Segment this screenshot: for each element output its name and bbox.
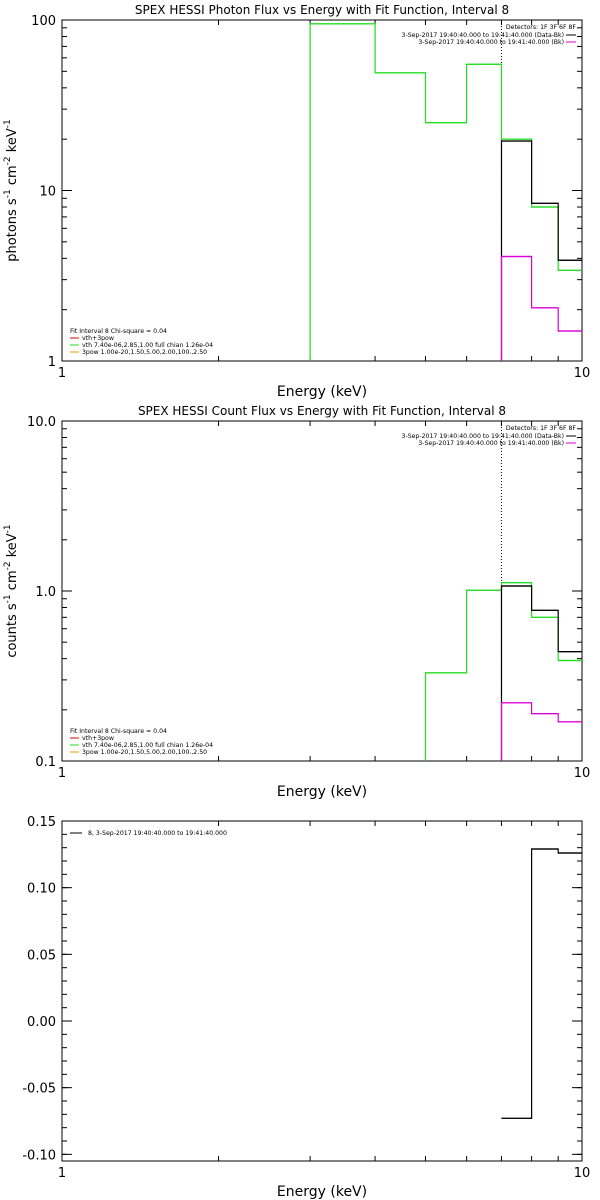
x-tick-label: 1 [58, 1166, 66, 1181]
legend-header: Fit Interval 8 Chi-square = 0.04 [70, 328, 167, 335]
chart-panel-3: 1 10 Energy (keV) 0.15 0.10 0.05 0.00 -0.05 -0.1… [22, 815, 590, 1200]
y-axis-label: counts s-1 cm-2 keV-1 [3, 524, 20, 657]
legend-header: Fit Interval 8 Chi-square = 0.04 [70, 728, 167, 735]
legend-entry: vth+3pow [82, 335, 114, 342]
x-tick-label: 1 [58, 766, 66, 781]
y-label-exponent: -1 [3, 524, 13, 533]
y-tick-label: 0.1 [35, 755, 56, 770]
y-label-part: keV [5, 128, 20, 156]
series-line [500, 140, 582, 361]
x-tick-label: 10 [574, 766, 591, 781]
y-tick-label: 0.00 [27, 1015, 56, 1030]
y-label-part: photons s [5, 198, 20, 262]
series-3 [500, 702, 582, 761]
y-axis-label: photons s-1 cm-2 keV-1 [3, 119, 20, 261]
y-tick-label: 10 [39, 185, 56, 200]
y-label-exponent: -2 [3, 561, 13, 570]
x-tick-label: 10 [574, 1166, 591, 1181]
series-3 [500, 255, 582, 361]
legend-entry: 3pow 1.00e-20,1.50,5.00,2.00,100.,2.50 [82, 749, 207, 756]
x-axis-label: Energy (keV) [277, 384, 367, 400]
y-label-exponent: -1 [3, 594, 13, 603]
y-tick-label: 0.05 [27, 948, 56, 963]
legend-entry: vth+3pow [82, 735, 114, 742]
series-2 [500, 140, 582, 361]
y-tick-label: -0.05 [22, 1082, 56, 1097]
series-line [424, 582, 582, 761]
legend-entry: 8, 3-Sep-2017 19:40:40.000 to 19:41:40.0… [88, 830, 227, 837]
series-1 [424, 582, 582, 761]
series-line [500, 702, 582, 761]
x-tick-label: 1 [58, 366, 66, 381]
legend-entry: 3-Sep-2017 19:40:40.000 to 19:41:40.000 … [402, 32, 564, 39]
y-tick-label: 1.0 [35, 585, 56, 600]
x-axis-label: Energy (keV) [277, 784, 367, 800]
legend-entry: 3-Sep-2017 19:40:40.000 to 19:41:40.000 … [418, 440, 564, 447]
plot-frame [61, 19, 583, 362]
y-label-exponent: -1 [3, 119, 13, 128]
legend-top: Detectors: 1F 3F 6F 8F3-Sep-2017 19:40:4… [402, 24, 577, 46]
y-tick-label: -0.10 [22, 1148, 56, 1163]
series-line [500, 255, 582, 361]
x-axis-label: Energy (keV) [277, 1184, 367, 1200]
series-line [500, 585, 582, 761]
series-2 [500, 585, 582, 761]
y-label-part: keV [5, 533, 20, 561]
legend-header: Detectors: 1F 3F 6F 8F [506, 425, 577, 432]
legend-entry: vth 7.40e-06,2.85,1.00 full chian 1.26e-… [82, 342, 213, 349]
legend-entry: 3pow 1.00e-20,1.50,5.00,2.00,100.,2.50 [82, 349, 207, 356]
chart-panel-2: SPEX HESSI Count Flux vs Energy with Fit… [3, 404, 590, 800]
legend-header: Detectors: 1F 3F 6F 8F [506, 24, 577, 31]
y-label-part: cm [5, 570, 20, 594]
plot-frame [61, 420, 583, 762]
legend-entry: 3-Sep-2017 19:40:40.000 to 19:41:40.000 … [418, 39, 564, 46]
series-line [309, 23, 582, 361]
y-tick-label: 100 [31, 14, 56, 29]
legend-top: Detectors: 1F 3F 6F 8F3-Sep-2017 19:40:4… [402, 425, 577, 447]
chart-panel-1: SPEX HESSI Photon Flux vs Energy with Fi… [3, 3, 590, 400]
y-label-part: cm [5, 165, 20, 189]
y-tick-label: 0.10 [27, 882, 56, 897]
y-label-exponent: -2 [3, 156, 13, 165]
legend-top: 8, 3-Sep-2017 19:40:40.000 to 19:41:40.0… [70, 830, 227, 837]
legend-entry: 3-Sep-2017 19:40:40.000 to 19:41:40.000 … [402, 433, 564, 440]
series-line [501, 848, 582, 1119]
series-1 [309, 23, 582, 361]
legend-entry: vth 7.40e-06,2.85,1.00 full chian 1.26e-… [82, 742, 213, 749]
y-tick-label: 10.0 [27, 415, 56, 430]
legend-bottom: Fit Interval 8 Chi-square = 0.04vth+3pow… [70, 728, 213, 756]
chart-title: SPEX HESSI Photon Flux vs Energy with Fi… [135, 3, 509, 17]
legend-bottom: Fit Interval 8 Chi-square = 0.04vth+3pow… [70, 328, 213, 356]
series-1 [501, 848, 582, 1119]
y-label-exponent: -1 [3, 189, 13, 198]
y-tick-label: 1 [48, 355, 56, 370]
y-tick-label: 0.15 [27, 815, 56, 830]
x-tick-label: 10 [574, 366, 591, 381]
y-label-part: counts s [5, 603, 20, 658]
plot-frame [61, 820, 583, 1162]
chart-title: SPEX HESSI Count Flux vs Energy with Fit… [138, 404, 506, 418]
